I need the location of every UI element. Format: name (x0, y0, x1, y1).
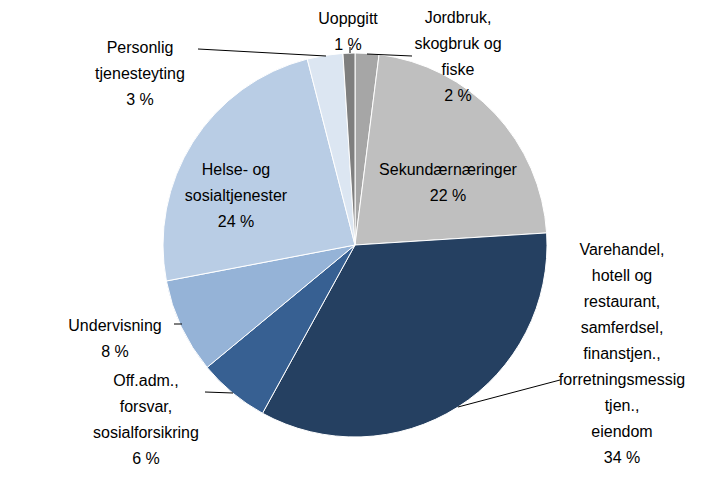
svg-text:Uoppgitt1 %: Uoppgitt1 % (318, 10, 378, 53)
svg-text:Helse- ogsosialtjenester24 %: Helse- ogsosialtjenester24 % (185, 161, 288, 230)
svg-text:Jordbruk,skogbruk ogfiske2 %: Jordbruk,skogbruk ogfiske2 % (414, 9, 501, 104)
svg-text:Undervisning8 %: Undervisning8 % (68, 317, 161, 360)
svg-text:Varehandel,hotell ogrestaurant: Varehandel,hotell ogrestaurant,samferdse… (559, 241, 685, 466)
svg-text:Off.adm.,forsvar,sosialforsikr: Off.adm.,forsvar,sosialforsikring6 % (93, 372, 199, 467)
svg-text:Personligtjenesteyting3 %: Personligtjenesteyting3 % (95, 39, 185, 108)
svg-text:Sekundærnæringer22 %: Sekundærnæringer22 % (379, 161, 518, 204)
